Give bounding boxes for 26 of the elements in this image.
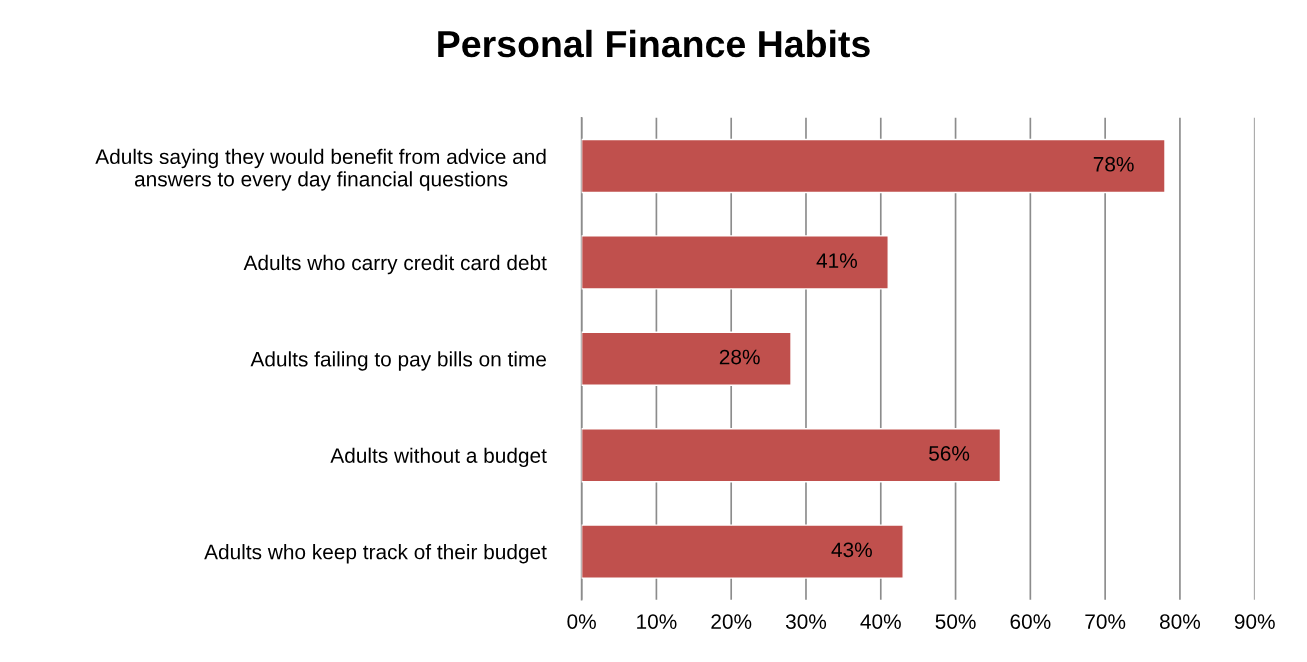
y-tick-label: Adults who carry credit card debt xyxy=(243,254,547,275)
x-tick-label: 30% xyxy=(785,614,827,629)
y-tick-label: Adults who keep track of their budget xyxy=(204,544,547,564)
x-tick-label: 70% xyxy=(1085,614,1126,629)
data-label: 56% xyxy=(929,446,970,461)
y-tick-label: Adults without a budget xyxy=(330,447,547,468)
bar xyxy=(581,427,1002,483)
x-tick-label: 90% xyxy=(1234,614,1275,629)
bar xyxy=(581,235,889,290)
x-tick-label: 80% xyxy=(1159,614,1201,629)
y-tick-label: Adults failing to pay bills on time xyxy=(250,351,546,371)
x-tick-label: 40% xyxy=(860,614,901,629)
bar xyxy=(581,331,792,387)
x-tick-label: 10% xyxy=(637,614,677,629)
bar xyxy=(581,524,904,579)
bar xyxy=(581,138,1166,194)
data-label: 78% xyxy=(1093,156,1134,172)
chart-title: Personal Finance Habits xyxy=(438,29,870,58)
x-tick-label: 50% xyxy=(935,614,976,629)
x-tick-label: 60% xyxy=(1010,614,1051,629)
data-label: 28% xyxy=(719,349,760,365)
y-tick-label: Adults saying they would benefit from advice and answers to every day financial questions xyxy=(95,148,546,191)
x-tick-label: 20% xyxy=(711,614,752,629)
data-label: 41% xyxy=(816,253,857,268)
data-label: 43% xyxy=(831,542,872,558)
x-tick-label: 0% xyxy=(567,614,596,629)
